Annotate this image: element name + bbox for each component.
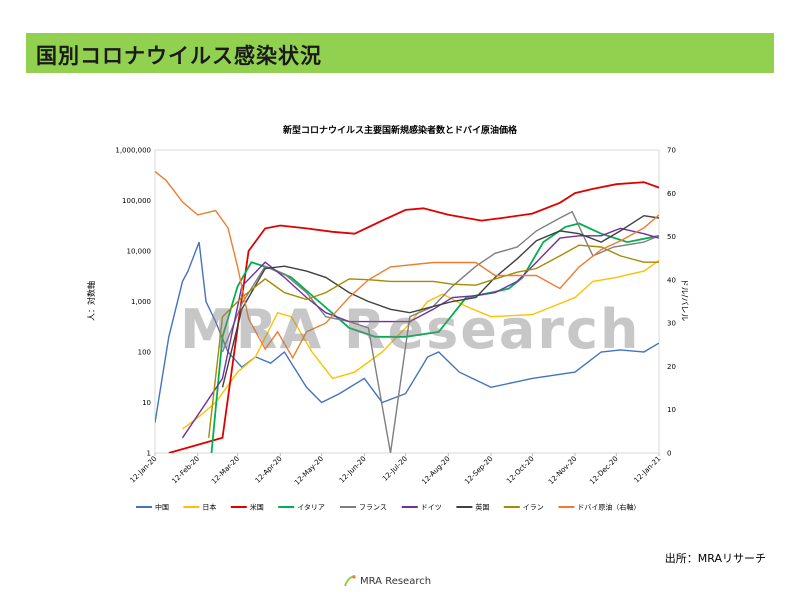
x-tick-label: 12-Dec-20 [588, 455, 619, 486]
y-tick-label: 100 [138, 349, 151, 357]
x-tick-label: 12-Oct-20 [505, 455, 536, 486]
mra-logo-icon [344, 575, 356, 587]
x-tick-label: 12-Apr-20 [254, 455, 284, 485]
series-line [221, 214, 659, 388]
y-tick-label: 1,000 [131, 298, 151, 306]
legend-label: 米国 [250, 503, 264, 512]
y2-axis-label: ドル/バレル [680, 279, 689, 322]
x-tick-label: 12-Jan-21 [633, 455, 663, 485]
legend-label: 英国 [475, 503, 489, 512]
y2-tick-label: 10 [667, 406, 676, 414]
source-note: 出所：MRAリサーチ [664, 552, 766, 565]
plot-area [154, 149, 660, 454]
legend-label: ドバイ原油（右軸） [577, 503, 640, 512]
x-tick-label: 12-Nov-20 [547, 455, 578, 486]
y2-tick-label: 50 [667, 233, 676, 241]
x-tick-label: 12-Jul-20 [381, 455, 409, 483]
chart-title: 新型コロナウイルス主要国新規感染者数とドバイ原油価格 [283, 124, 518, 136]
series-line [210, 222, 659, 453]
series-line [208, 244, 659, 438]
y-tick-label: 10 [142, 399, 151, 407]
series-line [168, 181, 659, 453]
x-tick-label: 12-Sep-20 [463, 455, 494, 486]
y2-tick-label: 40 [667, 276, 676, 284]
x-tick-label: 12-Feb-20 [171, 455, 202, 486]
page-title: 国別コロナウイルス感染状況 [36, 44, 322, 68]
y-tick-label: 1 [147, 450, 151, 458]
y-tick-label: 1,000,000 [115, 147, 151, 155]
legend-label: 中国 [155, 503, 169, 512]
x-tick-label: 12-Jun-20 [338, 455, 368, 485]
logo-text: MRA Research [360, 575, 432, 587]
series-line [182, 259, 659, 430]
series-line [155, 241, 659, 423]
title-banner: 国別コロナウイルス感染状況 [26, 33, 774, 73]
y2-tick-label: 0 [667, 450, 671, 458]
x-tick-label: 12-Jan-20 [129, 455, 159, 485]
legend-label: イラン [523, 504, 544, 512]
footer-logo: MRA Research [343, 574, 431, 588]
y-tick-label: 100,000 [122, 197, 151, 205]
legend-label: ドイツ [421, 504, 442, 512]
y2-tick-label: 70 [667, 147, 676, 155]
x-tick-label: 12-Aug-20 [420, 455, 451, 486]
y-tick-label: 10,000 [127, 248, 152, 256]
y2-tick-label: 30 [667, 320, 676, 328]
y-axis-label: 人：対数軸 [86, 281, 96, 321]
watermark: MRA Research [180, 298, 641, 361]
x-tick-label: 12-Mar-20 [210, 455, 241, 486]
legend-label: 日本 [202, 503, 216, 512]
x-tick-label: 12-May-20 [293, 455, 325, 487]
legend-label: フランス [359, 504, 387, 512]
series-line [155, 171, 659, 360]
y2-tick-label: 60 [667, 190, 676, 198]
legend-label: イタリア [297, 503, 325, 512]
series-line [221, 210, 659, 453]
y2-tick-label: 20 [667, 363, 676, 371]
